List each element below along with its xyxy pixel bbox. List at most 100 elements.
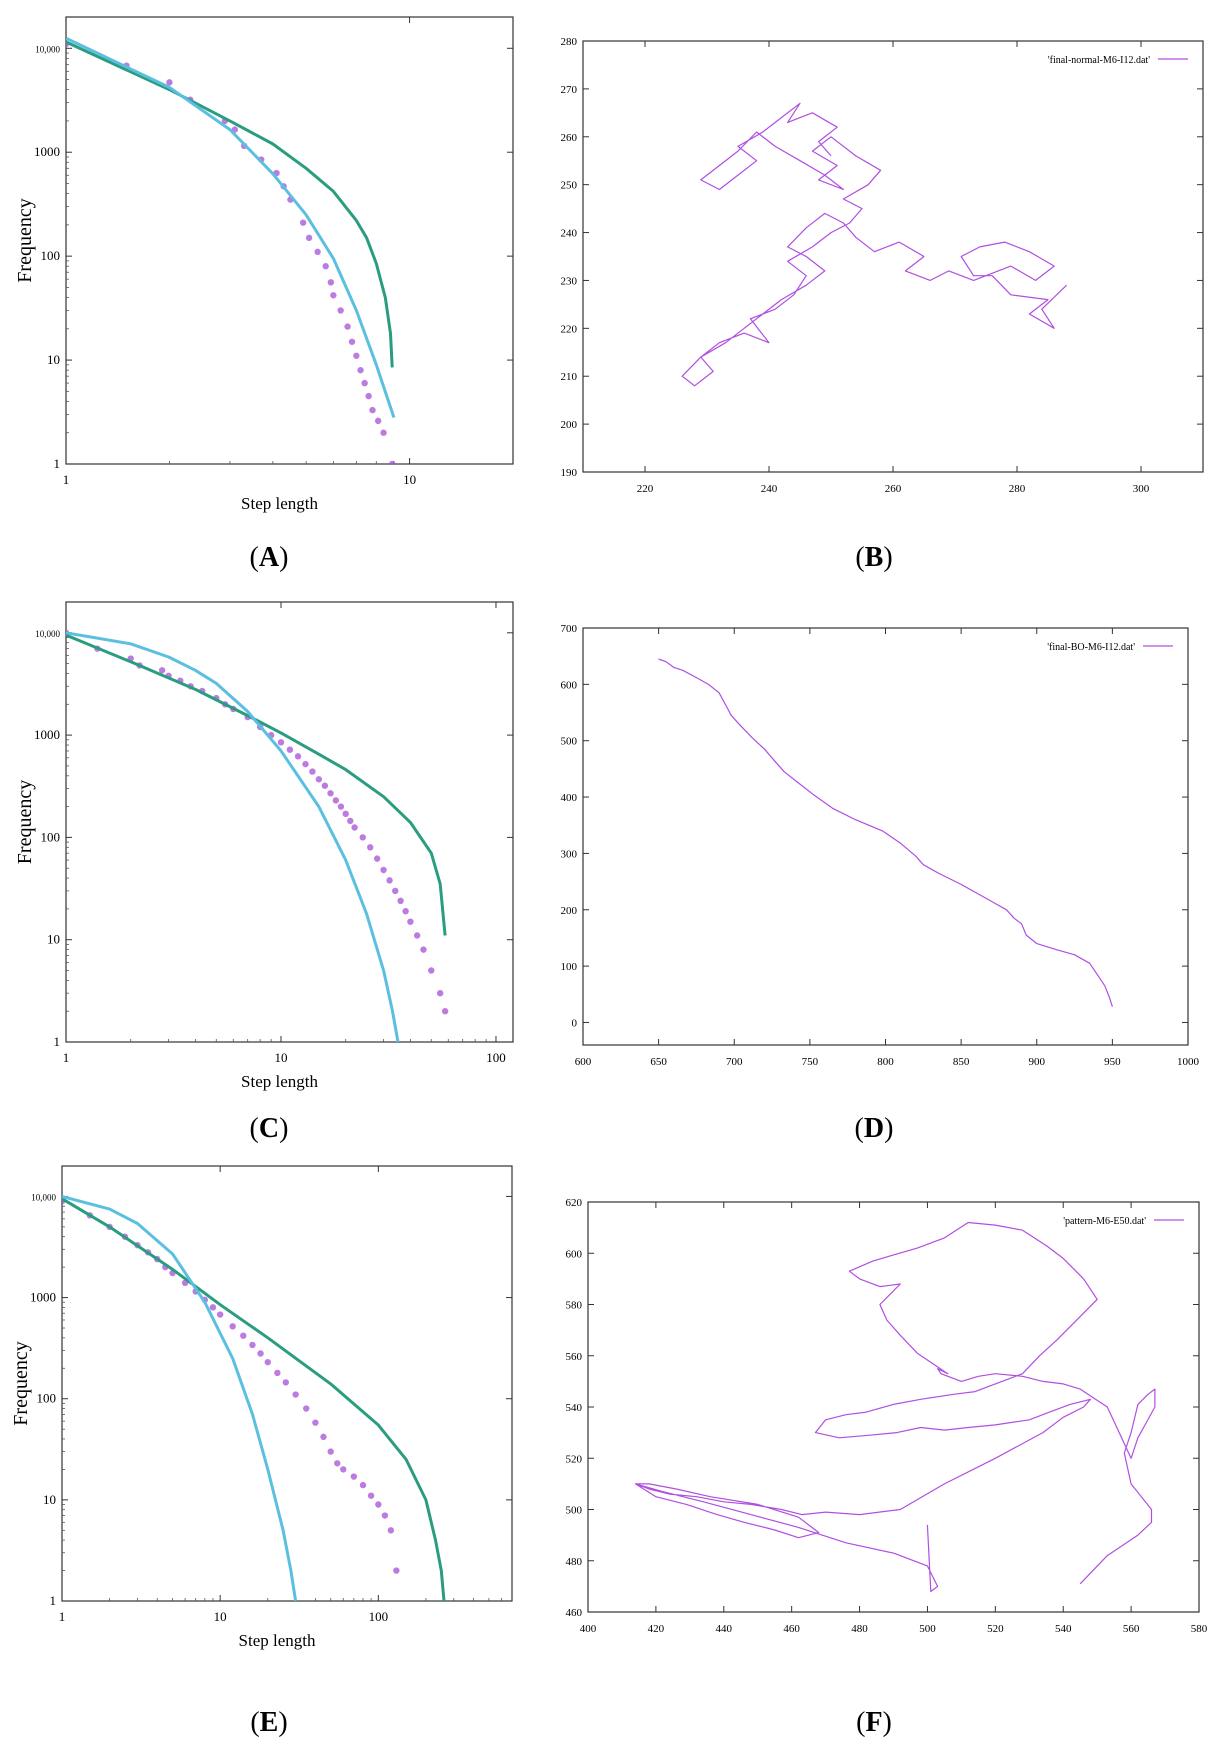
chart-a-data-point <box>166 79 173 86</box>
chart-c-data-point <box>347 817 354 825</box>
chart-a-series-line-2 <box>66 36 396 418</box>
chart-c-data-point <box>413 932 421 939</box>
chart-f-x-tick-label: 420 <box>648 1623 665 1635</box>
chart-e-data-point <box>340 1466 347 1473</box>
chart-c-data-point <box>359 834 366 841</box>
chart-a-data-point <box>337 307 344 314</box>
chart-f-data <box>634 1221 1156 1593</box>
chart-e-y-tick-label: 10,000 <box>31 1192 56 1202</box>
chart-b-x-tick-label: 300 <box>1133 483 1150 495</box>
chart-e-y-tick-label: 10 <box>43 1492 56 1507</box>
chart-d-y-tick-label: 0 <box>572 1017 578 1029</box>
chart-b-legend-label: 'final-normal-M6-I12.dat' <box>1048 55 1150 66</box>
chart-a-data-point <box>305 234 313 242</box>
chart-f-x-tick-label: 460 <box>783 1623 800 1635</box>
chart-c-data-point <box>420 946 427 953</box>
chart-b-x-tick-label: 280 <box>1009 483 1026 495</box>
chart-c-data-point <box>315 776 323 783</box>
chart-e-x-axis-label: Step length <box>239 1631 316 1650</box>
chart-d-y-tick-label: 300 <box>561 848 578 860</box>
chart-e-y-tick-label: 1 <box>50 1593 57 1608</box>
chart-f-x-tick-label: 540 <box>1055 1623 1072 1635</box>
chart-a-y-tick-label: 1000 <box>34 144 60 159</box>
chart-c-data-point <box>386 877 393 884</box>
chart-d-x-tick-label: 750 <box>802 1056 819 1068</box>
chart-d-y-tick-label: 500 <box>561 736 578 748</box>
chart-f-y-tick-label: 460 <box>566 1607 583 1619</box>
chart-d-series-line-0 <box>658 658 1113 1007</box>
chart-e-data-point <box>367 1492 375 1499</box>
chart-f-y-tick-label: 520 <box>566 1453 583 1465</box>
chart-a-x-tick-label: 1 <box>63 472 70 487</box>
chart-f-y-tick-label: 500 <box>566 1505 583 1517</box>
chart-c-data-point <box>332 797 340 804</box>
chart-c-y-tick-label: 1000 <box>34 727 60 742</box>
chart-b-y-tick-label: 260 <box>561 132 578 144</box>
chart-d-y-tick-label: 200 <box>561 905 578 917</box>
chart-a-data-point <box>322 263 329 270</box>
chart-f-x-tick-label: 440 <box>716 1623 733 1635</box>
chart-a-y-tick-label: 10,000 <box>35 44 60 54</box>
chart-c-data-point <box>286 746 294 753</box>
chart-b-y-tick-label: 220 <box>561 323 578 335</box>
chart-e-data-point <box>320 1433 327 1441</box>
chart-c-data-point <box>309 768 316 775</box>
chart-e-data-point <box>381 1512 389 1519</box>
chart-e-data-point <box>209 1304 217 1311</box>
chart-a-y-tick-label: 1 <box>54 456 61 471</box>
panel-caption-a: (A) <box>249 542 289 573</box>
chart-b-frame <box>582 40 1204 473</box>
chart-c-data-point <box>337 803 345 810</box>
chart-a-x-tick-label: 10 <box>403 472 416 487</box>
chart-f-y-tick-label: 600 <box>566 1248 583 1260</box>
chart-c-data-point <box>367 844 374 851</box>
chart-d-x-tick-label: 800 <box>877 1056 894 1068</box>
chart-c-data-point <box>441 1008 449 1015</box>
chart-f-x-tick-label: 520 <box>987 1623 1004 1635</box>
chart-c-frame <box>65 601 514 1043</box>
chart-a-x-axis-label: Step length <box>241 494 318 513</box>
chart-d-x-tick-label: 850 <box>953 1056 970 1068</box>
chart-b-y-tick-label: 280 <box>561 36 578 48</box>
chart-c-data-point <box>327 790 334 797</box>
chart-a-data-point <box>348 338 356 345</box>
chart-e-x-tick-label: 100 <box>369 1609 389 1624</box>
chart-c-x-tick-label: 10 <box>274 1050 287 1065</box>
chart-c-data-point <box>397 897 404 905</box>
panel-caption-f: (F) <box>856 1707 892 1738</box>
chart-a-data-point <box>357 366 364 374</box>
chart-e-data-point <box>327 1448 334 1455</box>
chart-e-data-point <box>264 1358 271 1366</box>
chart-c-data-point <box>342 810 349 818</box>
chart-c-y-tick-label: 10,000 <box>35 629 60 639</box>
chart-c-data-point <box>158 667 166 674</box>
chart-a-data-point <box>365 392 372 400</box>
chart-c-x-axis-label: Step length <box>241 1072 318 1091</box>
chart-d-x-tick-label: 950 <box>1104 1056 1121 1068</box>
chart-f-series-line-0 <box>634 1221 1156 1593</box>
chart-c-data-point <box>407 918 414 925</box>
chart-e-x-tick-label: 1 <box>59 1609 66 1624</box>
chart-e-data-point <box>249 1341 256 1349</box>
chart-d-legend-label: 'final-BO-M6-I12.dat' <box>1047 642 1135 653</box>
chart-d-y-tick-label: 700 <box>561 623 578 635</box>
chart-c: 1 10 100 1 10 100 1000 10,000 Step length Frequen… <box>14 601 514 1091</box>
chart-f: 400 420 440 460 480 500 520 540 560 580 460 480 500 5… <box>566 1197 1208 1635</box>
chart-a-data-point <box>344 323 351 330</box>
chart-e-data-point <box>375 1501 382 1508</box>
chart-b-data <box>681 102 1068 387</box>
chart-a-data-point <box>361 379 368 387</box>
chart-a-data-point <box>388 460 396 464</box>
chart-d-x-tick-label: 1000 <box>1177 1056 1200 1068</box>
chart-d-data <box>658 658 1113 1007</box>
chart-d-x-tick-label: 900 <box>1029 1056 1046 1068</box>
chart-e-y-tick-label: 1000 <box>30 1290 56 1305</box>
chart-e-data-point <box>274 1369 281 1377</box>
chart-b-y-tick-label: 210 <box>561 371 578 383</box>
chart-a-y-tick-label: 10 <box>47 352 60 367</box>
chart-f-x-tick-label: 560 <box>1123 1623 1140 1635</box>
chart-b: 220 240 260 280 300 190 200 210 220 230 240 250 260 2… <box>561 36 1204 495</box>
chart-e-y-axis-label: Frequency <box>10 1341 32 1425</box>
chart-e-data-point <box>334 1460 341 1467</box>
